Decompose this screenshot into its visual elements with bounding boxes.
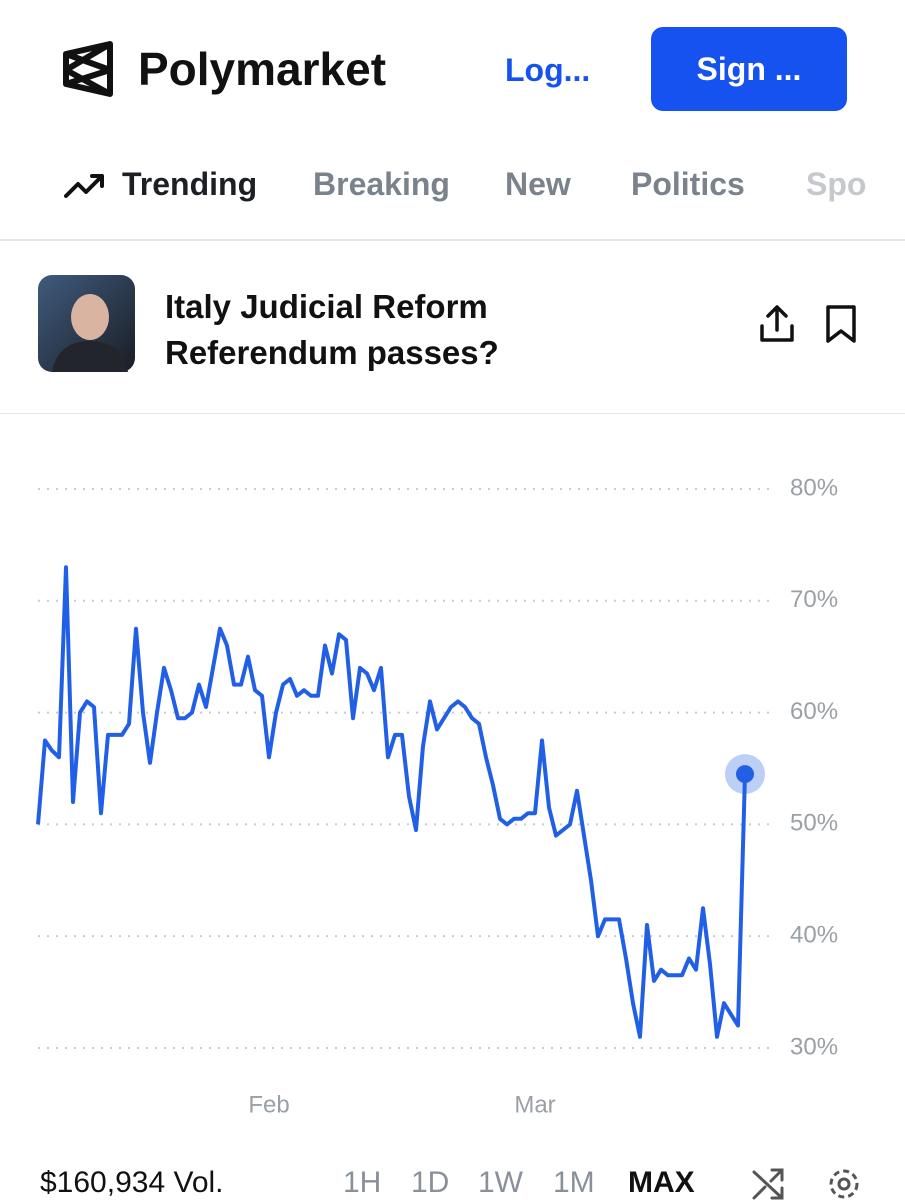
share-icon[interactable] [758,304,796,344]
y-tick-label: 80% [790,474,838,501]
trending-icon [64,174,104,198]
signup-button[interactable]: Sign ... [651,27,847,111]
range-button[interactable]: MAX [628,1166,695,1199]
range-button[interactable]: 1H [343,1166,382,1199]
y-tick-label: 30% [790,1033,838,1060]
tab[interactable]: Spo [806,166,867,202]
market-image [38,275,135,372]
last-point [736,765,754,784]
y-tick-label: 60% [790,698,838,725]
price-line [36,565,747,1039]
y-tick-label: 40% [790,922,838,949]
tab[interactable]: Breaking [313,166,450,202]
tab[interactable]: Politics [631,166,745,202]
tab[interactable]: Trending [122,166,258,202]
y-tick-label: 70% [790,586,838,613]
brand: Polymarket [138,43,387,95]
x-tick-label: Feb [248,1091,289,1118]
divider [0,239,905,241]
range-button[interactable]: 1M [553,1166,595,1199]
market-title: Italy Judicial Reform Referendum passes? [165,288,499,371]
login-link[interactable]: Log... [505,52,591,88]
tab[interactable]: New [505,166,571,202]
x-tick-label: Mar [514,1091,555,1118]
volume: $160,934 Vol. [40,1166,224,1199]
bookmark-icon[interactable] [824,304,858,344]
shuffle-icon[interactable] [752,1168,788,1200]
range-button[interactable]: 1D [411,1166,450,1199]
y-tick-label: 50% [790,810,838,837]
logo-icon [63,41,113,97]
range-button[interactable]: 1W [478,1166,523,1199]
settings-icon[interactable] [826,1166,862,1200]
divider [0,413,905,414]
